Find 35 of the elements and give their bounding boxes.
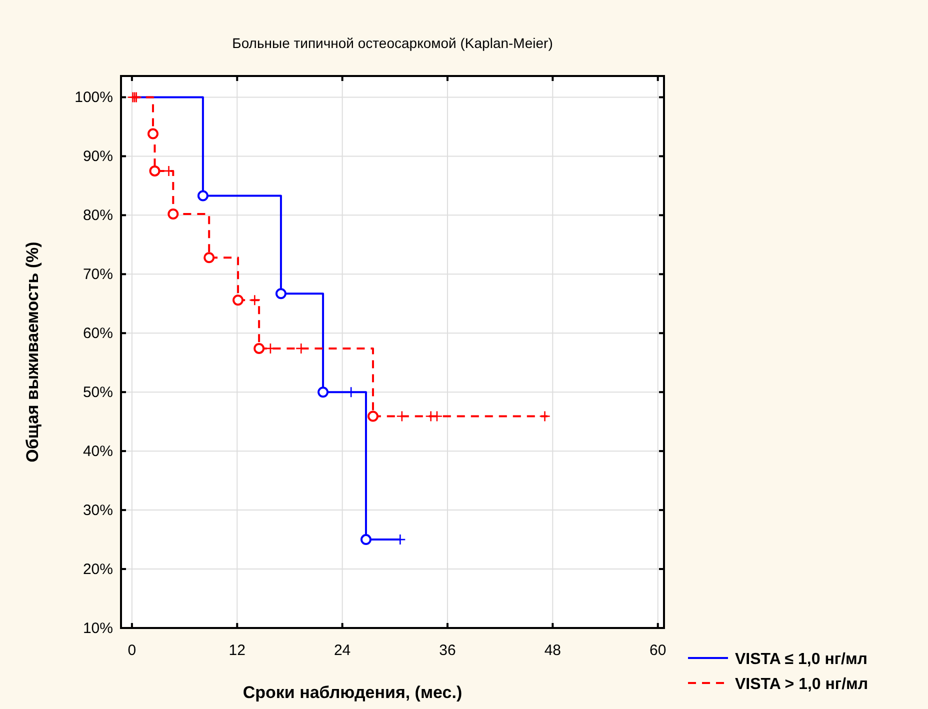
point [163, 165, 174, 177]
y-tick-label: 100% [74, 89, 113, 106]
point [232, 294, 244, 306]
y-tick-label: 10% [82, 620, 113, 637]
legend-label: VISTA > 1,0 нг/мл [735, 676, 868, 693]
point [149, 165, 160, 176]
point [368, 410, 378, 422]
point [168, 208, 179, 220]
y-tick-label: 60% [82, 325, 113, 342]
point [539, 410, 550, 422]
x-tick-label: 12 [228, 642, 246, 659]
point [318, 386, 329, 398]
x-tick-label: 36 [439, 642, 456, 659]
y-tick-label: 20% [82, 561, 113, 578]
point [197, 190, 208, 202]
chart-title: Больные типичной остеосаркомой (Kaplan-Meier) [232, 35, 553, 51]
legend-label: VISTA ≤ 1,0 нг/мл [735, 651, 868, 668]
point [254, 342, 265, 354]
y-tick-label: 90% [82, 148, 113, 166]
y-tick-label: 30% [82, 502, 113, 520]
point [360, 534, 372, 546]
y-axis-title: Общая выживаемость (%) [23, 242, 42, 462]
x-tick-label: 0 [128, 642, 136, 659]
y-tick-label: 80% [82, 207, 113, 224]
y-tick-label: 50% [82, 384, 113, 402]
point [147, 128, 158, 140]
point [275, 288, 286, 300]
point [249, 294, 260, 306]
x-axis-title: Сроки наблюдения, (мес.) [242, 683, 462, 702]
y-tick-label: 70% [82, 266, 113, 284]
x-tick-label: 24 [334, 642, 351, 659]
x-tick-label: 60 [650, 642, 666, 659]
point [204, 252, 215, 264]
x-tick-label: 48 [544, 642, 562, 659]
y-tick-label: 40% [82, 443, 113, 460]
